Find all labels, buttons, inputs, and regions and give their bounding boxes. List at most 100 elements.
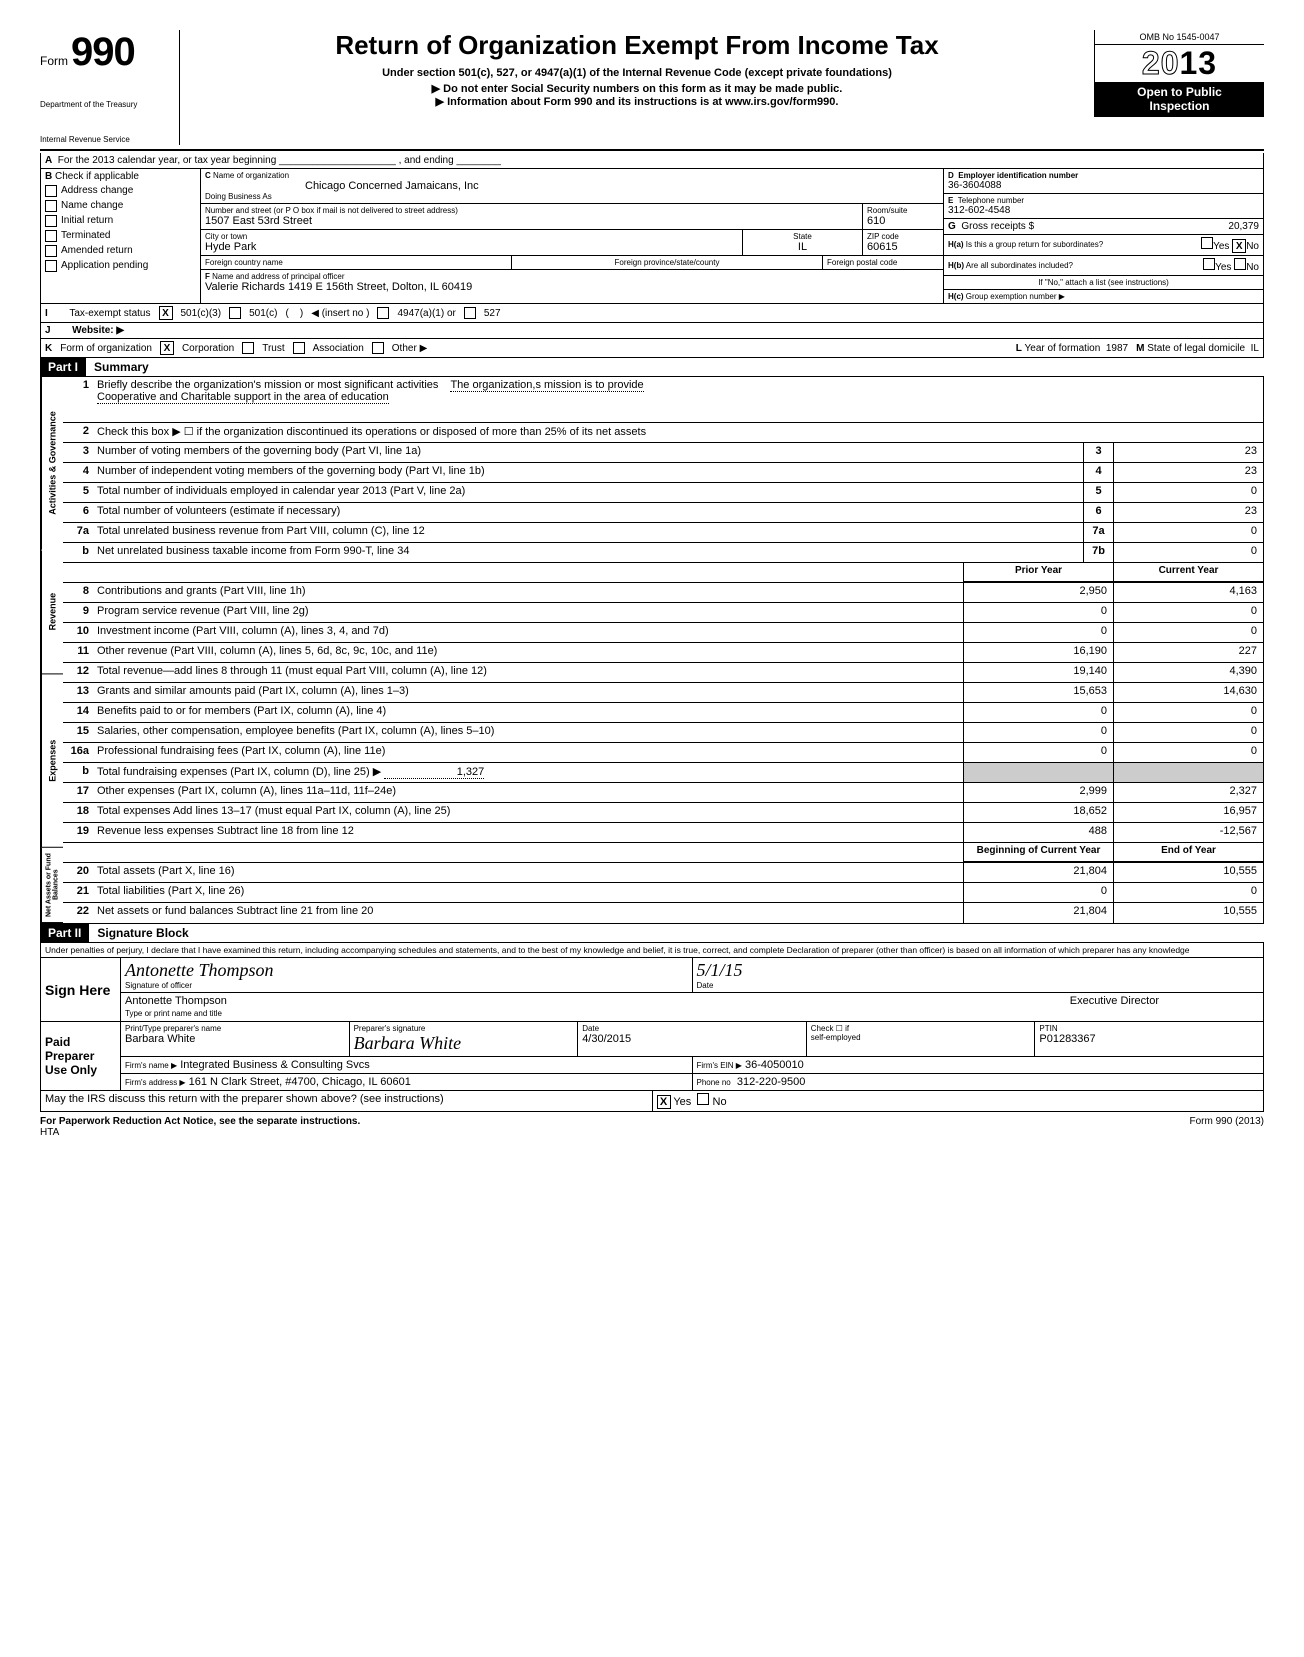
row-9: 9Program service revenue (Part VIII, lin…: [63, 603, 1263, 623]
chk-discuss-no[interactable]: [697, 1093, 709, 1105]
chk-assoc[interactable]: [293, 342, 305, 354]
form-subtitle2: ▶ Do not enter Social Security numbers o…: [190, 82, 1084, 95]
part-2-title: Signature Block: [89, 924, 1264, 943]
chk-initial-return[interactable]: Initial return: [45, 215, 196, 227]
sign-here-row: Sign Here Antonette ThompsonSignature of…: [41, 958, 1263, 1022]
chk-ha-no[interactable]: X: [1232, 239, 1246, 253]
chk-527[interactable]: [464, 307, 476, 319]
row-4: 4Number of independent voting members of…: [63, 463, 1263, 483]
tax-year: 2013: [1095, 45, 1264, 82]
chk-name-change[interactable]: Name change: [45, 200, 196, 212]
omb-number: OMB No 1545-0047: [1095, 30, 1264, 45]
chk-amended[interactable]: Amended return: [45, 245, 196, 257]
paid-preparer-label: Paid Preparer Use Only: [41, 1022, 121, 1090]
preparer-signature: Barbara White: [354, 1033, 574, 1054]
chk-hb-yes[interactable]: [1203, 258, 1215, 270]
cell-h-c: H(c) Group exemption number ▶: [944, 290, 1263, 303]
discuss-question: May the IRS discuss this return with the…: [41, 1091, 653, 1111]
chk-ha-yes[interactable]: [1201, 237, 1213, 249]
mission-line1: The organization,s mission is to provide: [450, 379, 643, 392]
cell-phone: E Telephone number 312-602-4548: [944, 194, 1263, 219]
row-15: 15Salaries, other compensation, employee…: [63, 723, 1263, 743]
header-right: OMB No 1545-0047 2013 Open to Public Ins…: [1094, 30, 1264, 117]
row-20: 20Total assets (Part X, line 16)21,80410…: [63, 863, 1263, 883]
row-6: 6Total number of volunteers (estimate if…: [63, 503, 1263, 523]
form-subtitle3: ▶ Information about Form 990 and its ins…: [190, 95, 1084, 108]
row-3: 3Number of voting members of the governi…: [63, 443, 1263, 463]
mission-line2: Cooperative and Charitable support in th…: [97, 391, 389, 404]
form-title: Return of Organization Exempt From Incom…: [190, 30, 1084, 61]
ein: 36-3604088: [948, 180, 1259, 191]
section-b-block: B Check if applicable Address change Nam…: [40, 169, 1264, 305]
firm-name: Integrated Business & Consulting Svcs: [180, 1059, 370, 1071]
cell-h-a: H(a) Is this a group return for subordin…: [944, 235, 1263, 257]
side-revenue: Revenue: [41, 550, 63, 674]
state: IL: [747, 241, 858, 253]
preparer-date: 4/30/2015: [582, 1033, 802, 1045]
row-19: 19Revenue less expenses Subtract line 18…: [63, 823, 1263, 843]
row-2: 2Check this box ▶ ☐ if the organization …: [63, 423, 1263, 443]
right-info-column: D Employer identification number 36-3604…: [943, 169, 1263, 304]
check-if-applicable: Check if applicable: [55, 171, 139, 182]
city: Hyde Park: [205, 241, 738, 253]
chk-terminated[interactable]: Terminated: [45, 230, 196, 242]
form-header: Form 990 Department of the Treasury Inte…: [40, 30, 1264, 151]
form-number-block: Form 990: [40, 30, 171, 75]
row-18: 18Total expenses Add lines 13–17 (must e…: [63, 803, 1263, 823]
perjury-declaration: Under penalties of perjury, I declare th…: [40, 943, 1264, 958]
gross-receipts: 20,379: [1228, 221, 1259, 232]
ptin: P01283367: [1039, 1033, 1259, 1045]
paperwork-notice: For Paperwork Reduction Act Notice, see …: [40, 1116, 360, 1127]
summary-table: Activities & Governance Revenue Expenses…: [40, 377, 1264, 924]
signature-block: Sign Here Antonette ThompsonSignature of…: [40, 958, 1264, 1112]
side-governance: Activities & Governance: [41, 377, 63, 550]
chk-address-change[interactable]: Address change: [45, 185, 196, 197]
chk-501c[interactable]: [229, 307, 241, 319]
org-name: Chicago Concerned Jamaicans, Inc: [205, 180, 939, 192]
discuss-row: May the IRS discuss this return with the…: [41, 1091, 1263, 1111]
chk-501c3[interactable]: X: [159, 306, 173, 320]
cell-ein: D Employer identification number 36-3604…: [944, 169, 1263, 194]
form-ref: Form 990 (2013): [1190, 1116, 1264, 1138]
row-7a: 7aTotal unrelated business revenue from …: [63, 523, 1263, 543]
side-expenses: Expenses: [41, 674, 63, 848]
row-foreign: Foreign country name Foreign province/st…: [201, 256, 943, 270]
row-street: Number and street (or P O box if mail is…: [201, 204, 943, 230]
part-1-title: Summary: [86, 358, 1264, 377]
chk-discuss-yes[interactable]: X: [657, 1095, 671, 1109]
page-footer: For Paperwork Reduction Act Notice, see …: [40, 1112, 1264, 1138]
row-16b: bTotal fundraising expenses (Part IX, co…: [63, 763, 1263, 783]
row-8: 8Contributions and grants (Part VIII, li…: [63, 583, 1263, 603]
dept-treasury: Department of the Treasury: [40, 101, 171, 110]
state-domicile: IL: [1251, 343, 1259, 354]
line-k: K Form of organization XCorporation Trus…: [40, 339, 1264, 358]
row-7b: bNet unrelated business taxable income f…: [63, 543, 1263, 563]
officer-signature: Antonette Thompson: [125, 960, 688, 981]
chk-hb-no[interactable]: [1234, 258, 1246, 270]
principal-officer: Valerie Richards 1419 E 156th Street, Do…: [205, 281, 939, 293]
row-12: 12Total revenue—add lines 8 through 11 (…: [63, 663, 1263, 683]
chk-trust[interactable]: [242, 342, 254, 354]
chk-other[interactable]: [372, 342, 384, 354]
chk-app-pending[interactable]: Application pending: [45, 260, 196, 272]
row-10: 10Investment income (Part VIII, column (…: [63, 623, 1263, 643]
dept-irs: Internal Revenue Service: [40, 136, 171, 145]
header-center: Return of Organization Exempt From Incom…: [180, 30, 1094, 108]
zip: 60615: [867, 241, 939, 253]
row-5: 5Total number of individuals employed in…: [63, 483, 1263, 503]
form-subtitle1: Under section 501(c), 527, or 4947(a)(1)…: [190, 67, 1084, 79]
year-suffix: 13: [1180, 45, 1218, 81]
row-17: 17Other expenses (Part IX, column (A), l…: [63, 783, 1263, 803]
cell-gross-receipts: G Gross receipts $ 20,379: [944, 219, 1263, 235]
officer-name: Antonette Thompson: [125, 995, 227, 1007]
form-990-page: Form 990 Department of the Treasury Inte…: [40, 30, 1264, 1138]
chk-corp[interactable]: X: [160, 341, 174, 355]
street-address: 1507 East 53rd Street: [205, 215, 858, 227]
header-left: Form 990 Department of the Treasury Inte…: [40, 30, 180, 145]
checkbox-column: B Check if applicable Address change Nam…: [41, 169, 201, 304]
chk-4947[interactable]: [377, 307, 389, 319]
room-suite: 610: [867, 215, 939, 227]
side-net-assets: Net Assets or Fund Balances: [41, 848, 63, 923]
cell-h-b: H(b) Are all subordinates included? Yes …: [944, 256, 1263, 276]
dba-label: Doing Business As: [205, 192, 939, 201]
